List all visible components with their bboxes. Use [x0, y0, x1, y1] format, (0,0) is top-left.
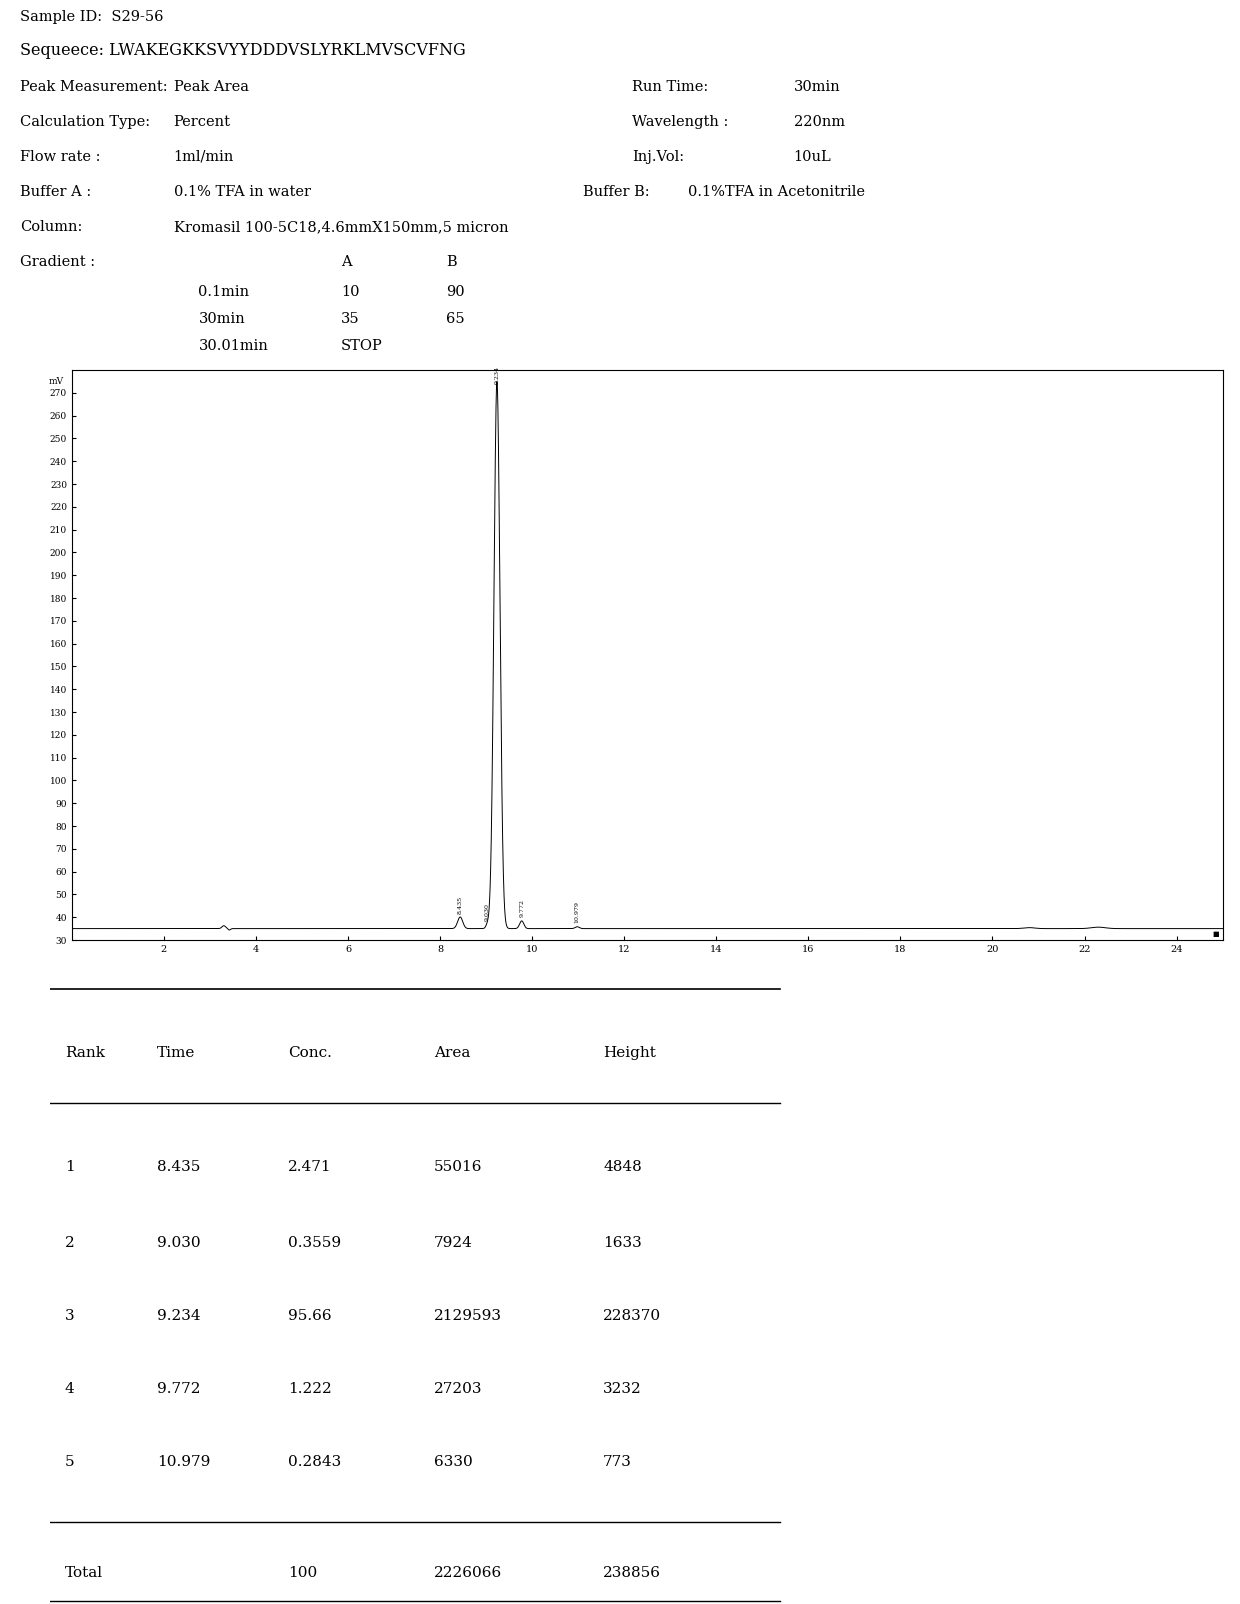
Text: 2.471: 2.471: [288, 1160, 331, 1174]
Text: Buffer A :: Buffer A :: [20, 184, 91, 199]
Text: 8.435: 8.435: [157, 1160, 201, 1174]
Text: Peak Measurement:: Peak Measurement:: [20, 80, 167, 95]
Text: Wavelength :: Wavelength :: [632, 115, 729, 128]
Text: 238856: 238856: [603, 1566, 661, 1580]
Text: 1633: 1633: [603, 1237, 642, 1250]
Text: 95.66: 95.66: [288, 1309, 331, 1323]
Text: 7924: 7924: [434, 1237, 472, 1250]
Text: 30.01min: 30.01min: [198, 338, 268, 353]
Text: Time: Time: [157, 1046, 196, 1060]
Text: 773: 773: [603, 1455, 632, 1469]
Text: Gradient :: Gradient :: [20, 255, 95, 269]
Text: Peak Area: Peak Area: [174, 80, 248, 95]
Text: 0.1min: 0.1min: [198, 286, 249, 298]
Text: 65: 65: [446, 313, 465, 326]
Text: 9.772: 9.772: [520, 900, 525, 917]
Text: Height: Height: [603, 1046, 656, 1060]
Text: 30min: 30min: [794, 80, 841, 95]
Text: 0.3559: 0.3559: [288, 1237, 341, 1250]
Text: mV: mV: [48, 377, 64, 387]
Text: Column:: Column:: [20, 220, 82, 234]
Text: 1ml/min: 1ml/min: [174, 151, 234, 164]
Text: 9.772: 9.772: [157, 1383, 201, 1395]
Text: Kromasil 100-5C18,4.6mmX150mm,5 micron: Kromasil 100-5C18,4.6mmX150mm,5 micron: [174, 220, 508, 234]
Text: 0.1% TFA in water: 0.1% TFA in water: [174, 184, 310, 199]
Text: STOP: STOP: [341, 338, 383, 353]
Text: 5: 5: [64, 1455, 74, 1469]
Text: Calculation Type:: Calculation Type:: [20, 115, 150, 128]
Text: 220nm: 220nm: [794, 115, 844, 128]
Text: 0.2843: 0.2843: [288, 1455, 341, 1469]
Text: B: B: [446, 255, 458, 269]
Text: 2129593: 2129593: [434, 1309, 502, 1323]
Text: Sample ID:  S29-56: Sample ID: S29-56: [20, 10, 164, 24]
Text: 2: 2: [64, 1237, 74, 1250]
Text: 8.435: 8.435: [458, 895, 463, 914]
Text: 1.222: 1.222: [288, 1383, 331, 1395]
Text: Sequeece: LWAKEGKKSVYYDDDVSLYRKLMVSCVFNG: Sequeece: LWAKEGKKSVYYDDDVSLYRKLMVSCVFNG: [20, 42, 465, 59]
Text: Buffer B:: Buffer B:: [583, 184, 650, 199]
Text: 4848: 4848: [603, 1160, 642, 1174]
Text: 55016: 55016: [434, 1160, 482, 1174]
Text: 10uL: 10uL: [794, 151, 831, 164]
Text: 9.234: 9.234: [157, 1309, 201, 1323]
Text: 10.979: 10.979: [575, 901, 580, 924]
Text: Inj.Vol:: Inj.Vol:: [632, 151, 684, 164]
Text: 10.979: 10.979: [157, 1455, 211, 1469]
Text: Run Time:: Run Time:: [632, 80, 708, 95]
Text: 6330: 6330: [434, 1455, 472, 1469]
Text: 9.234: 9.234: [495, 366, 500, 383]
Text: Total: Total: [64, 1566, 103, 1580]
Text: 9.030: 9.030: [485, 903, 490, 921]
Text: 3232: 3232: [603, 1383, 642, 1395]
Text: Conc.: Conc.: [288, 1046, 332, 1060]
Text: Area: Area: [434, 1046, 470, 1060]
Text: 0.1%TFA in Acetonitrile: 0.1%TFA in Acetonitrile: [688, 184, 866, 199]
Text: 3: 3: [64, 1309, 74, 1323]
Text: 9.030: 9.030: [157, 1237, 201, 1250]
Text: Percent: Percent: [174, 115, 231, 128]
Text: 4: 4: [64, 1383, 74, 1395]
Text: 10: 10: [341, 286, 360, 298]
Text: 1: 1: [64, 1160, 74, 1174]
Text: 35: 35: [341, 313, 360, 326]
Text: 90: 90: [446, 286, 465, 298]
Text: Rank: Rank: [64, 1046, 105, 1060]
Text: 27203: 27203: [434, 1383, 482, 1395]
Text: A: A: [341, 255, 352, 269]
Text: 100: 100: [288, 1566, 317, 1580]
Text: ■: ■: [1213, 930, 1219, 937]
Text: 2226066: 2226066: [434, 1566, 502, 1580]
Text: 30min: 30min: [198, 313, 246, 326]
Text: Flow rate :: Flow rate :: [20, 151, 100, 164]
Text: 228370: 228370: [603, 1309, 661, 1323]
